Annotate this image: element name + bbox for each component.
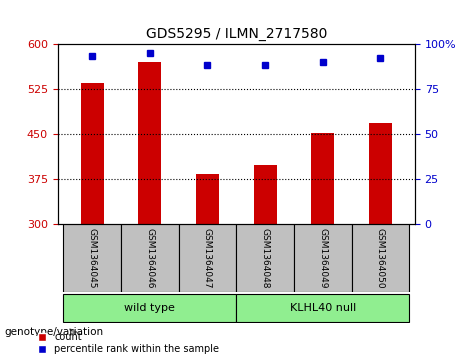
FancyBboxPatch shape xyxy=(179,224,236,292)
FancyBboxPatch shape xyxy=(64,294,236,322)
Text: GSM1364050: GSM1364050 xyxy=(376,228,385,288)
Text: GSM1364048: GSM1364048 xyxy=(260,228,270,288)
FancyBboxPatch shape xyxy=(64,224,121,292)
FancyBboxPatch shape xyxy=(236,224,294,292)
Bar xyxy=(81,83,104,224)
Bar xyxy=(254,165,277,224)
Text: KLHL40 null: KLHL40 null xyxy=(290,302,356,313)
FancyBboxPatch shape xyxy=(294,224,351,292)
Text: GSM1364047: GSM1364047 xyxy=(203,228,212,288)
Bar xyxy=(138,62,161,224)
FancyBboxPatch shape xyxy=(351,224,409,292)
Legend: count, percentile rank within the sample: count, percentile rank within the sample xyxy=(28,329,223,358)
Bar xyxy=(369,123,392,224)
Text: GSM1364045: GSM1364045 xyxy=(88,228,97,288)
Text: GSM1364046: GSM1364046 xyxy=(145,228,154,288)
Text: wild type: wild type xyxy=(124,302,175,313)
Bar xyxy=(196,174,219,224)
Text: genotype/variation: genotype/variation xyxy=(5,327,104,337)
FancyBboxPatch shape xyxy=(236,294,409,322)
Title: GDS5295 / ILMN_2717580: GDS5295 / ILMN_2717580 xyxy=(146,27,327,41)
FancyBboxPatch shape xyxy=(121,224,179,292)
Text: GSM1364049: GSM1364049 xyxy=(318,228,327,288)
Bar xyxy=(311,133,334,224)
